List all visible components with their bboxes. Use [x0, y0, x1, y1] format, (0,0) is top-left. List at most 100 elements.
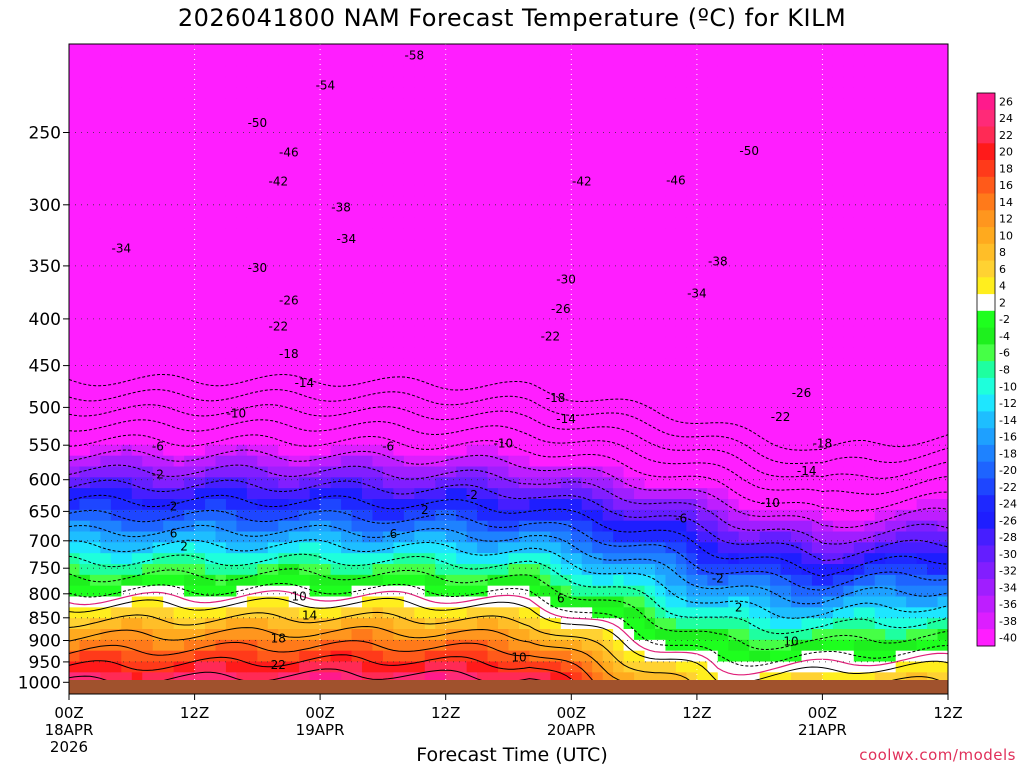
field-cell [372, 184, 384, 197]
field-cell [330, 618, 342, 630]
field-cell [152, 466, 164, 478]
field-cell [477, 401, 489, 413]
field-cell [320, 76, 332, 88]
field-cell [686, 629, 698, 641]
field-cell [571, 271, 583, 283]
field-cell [717, 379, 729, 392]
field-cell [403, 174, 415, 186]
field-cell [341, 130, 353, 143]
field-cell [372, 607, 384, 619]
field-cell [477, 347, 489, 359]
field-cell [853, 44, 865, 56]
field-cell [927, 629, 939, 641]
field-cell [655, 379, 667, 392]
field-cell [382, 553, 394, 565]
field-cell [571, 412, 583, 424]
field-cell [69, 401, 81, 413]
field-cell [738, 217, 750, 229]
field-cell [655, 434, 667, 446]
field-cell [121, 542, 133, 554]
field-cell [403, 130, 415, 143]
field-cell [299, 54, 311, 67]
field-cell [299, 672, 311, 684]
field-cell [205, 44, 217, 56]
field-cell [539, 455, 551, 468]
field-cell [435, 531, 447, 543]
field-cell [728, 98, 740, 110]
field-cell [79, 650, 91, 663]
field-cell [456, 401, 468, 413]
field-cell [864, 661, 876, 673]
field-cell [916, 358, 928, 370]
field-cell [728, 509, 740, 522]
field-cell [665, 423, 677, 435]
field-cell [675, 509, 687, 522]
field-cell [194, 184, 206, 197]
field-cell [853, 228, 865, 240]
field-cell [477, 54, 489, 67]
field-cell [623, 163, 635, 175]
field-cell [571, 347, 583, 359]
field-cell [927, 379, 939, 392]
field-cell [644, 54, 656, 67]
field-cell [184, 585, 196, 598]
field-cell [853, 379, 865, 392]
field-cell [288, 141, 300, 153]
field-cell [225, 65, 238, 78]
field-cell [299, 639, 311, 652]
field-cell [717, 44, 729, 56]
field-cell [341, 195, 353, 208]
field-cell [403, 574, 415, 587]
field-cell [456, 271, 468, 283]
field-cell [518, 488, 531, 500]
field-cell [414, 325, 426, 338]
field-cell [623, 293, 635, 305]
field-cell [581, 455, 593, 468]
field-cell [738, 379, 750, 392]
field-cell [623, 130, 635, 143]
field-cell [215, 336, 227, 348]
field-cell [717, 163, 729, 175]
field-cell [309, 444, 321, 457]
field-cell [634, 412, 646, 424]
field-cell [717, 369, 729, 381]
field-cell [634, 195, 646, 208]
field-cell [341, 336, 353, 348]
field-cell [906, 98, 918, 110]
field-cell [623, 228, 635, 240]
field-cell [508, 130, 520, 143]
field-cell [874, 141, 886, 153]
field-cell [372, 672, 384, 684]
field-cell [79, 206, 91, 218]
field-cell [393, 618, 405, 630]
field-cell [717, 650, 729, 663]
field-cell [518, 206, 531, 218]
field-cell [560, 119, 572, 132]
field-cell [100, 65, 112, 78]
field-cell [801, 553, 813, 565]
field-cell [581, 282, 593, 294]
field-cell [696, 369, 708, 381]
field-cell [445, 553, 457, 565]
field-cell [393, 650, 405, 663]
field-cell [864, 390, 876, 403]
field-cell [351, 76, 363, 88]
field-cell [655, 206, 667, 218]
field-cell [592, 239, 604, 251]
field-cell [288, 239, 300, 251]
field-cell [874, 629, 886, 641]
field-cell [832, 412, 844, 424]
field-cell [445, 564, 457, 576]
field-cell [529, 336, 541, 348]
field-cell [937, 87, 948, 99]
field-cell [581, 293, 593, 305]
field-cell [498, 347, 510, 359]
field-cell [487, 639, 499, 652]
field-cell [581, 509, 593, 522]
field-cell [592, 596, 604, 608]
field-cell [382, 152, 394, 164]
field-cell [267, 596, 279, 608]
field-cell [110, 585, 122, 598]
field-cell [142, 477, 154, 489]
field-cell [246, 423, 258, 435]
